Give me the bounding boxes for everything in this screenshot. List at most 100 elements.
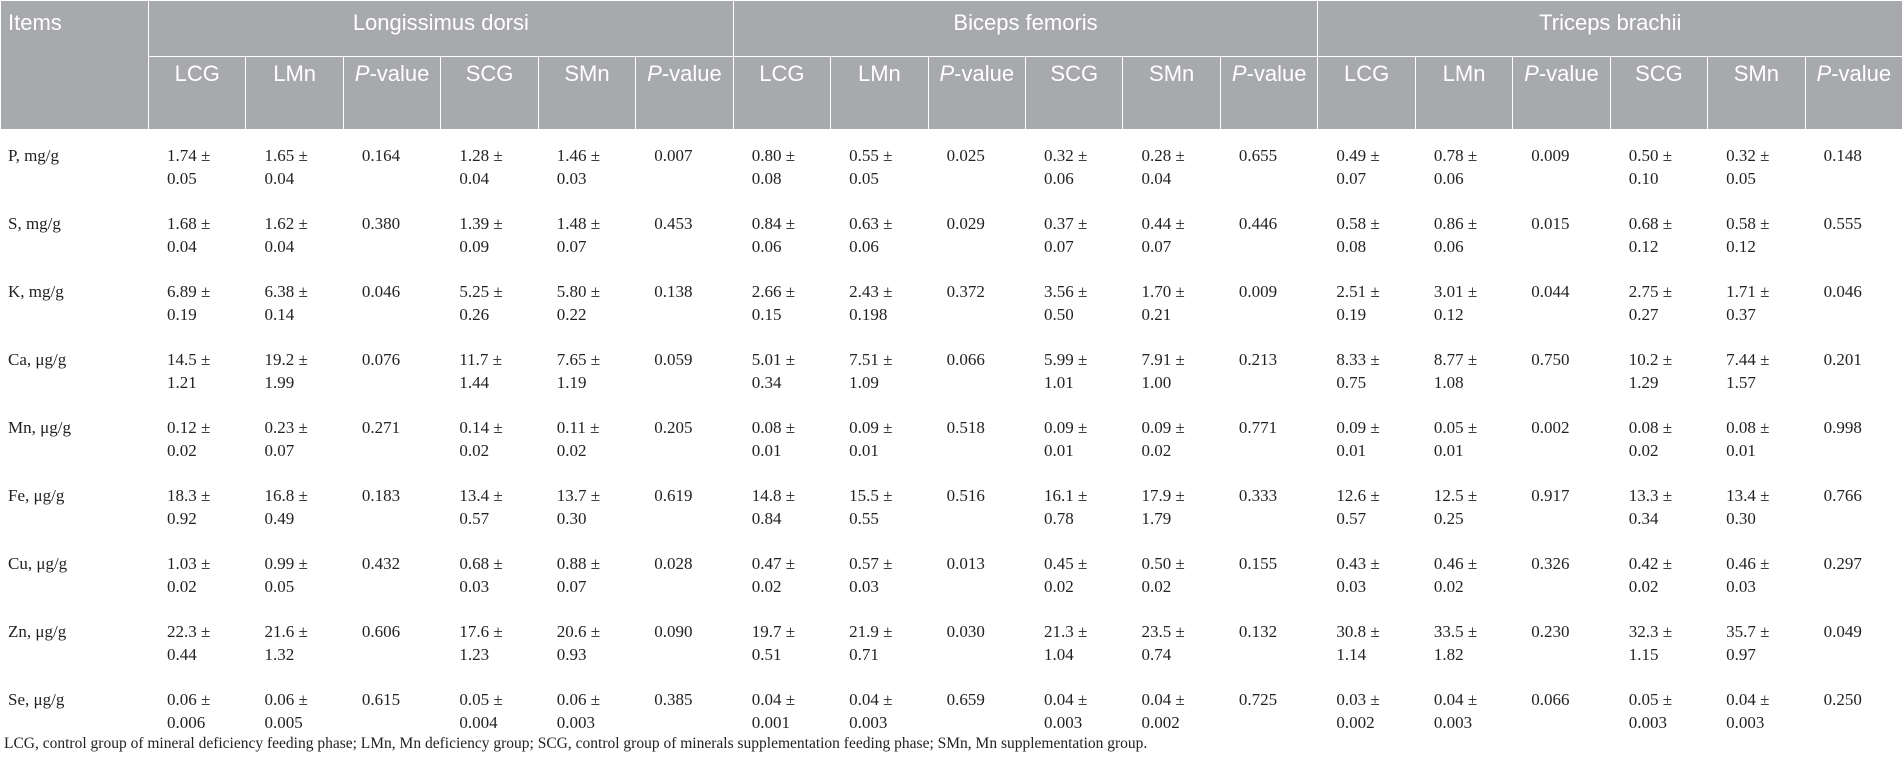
table-cell: 19.2 ± 1.99	[245, 333, 344, 402]
column-header-lmn: LMn	[245, 56, 344, 130]
table-cell: 0.007	[635, 129, 734, 198]
group-header-biceps-femoris: Biceps femoris	[732, 0, 1319, 57]
table-cell: 0.05 ± 0.01	[1414, 401, 1514, 470]
table-cell: 5.80 ± 0.22	[537, 265, 637, 334]
table-cell: 6.38 ± 0.14	[245, 265, 344, 334]
table-cell: 32.3 ± 1.15	[1609, 605, 1709, 674]
table-cell: 0.518	[927, 401, 1027, 470]
table-cell: 0.059	[635, 333, 734, 402]
table-cell: 0.385	[635, 673, 734, 742]
table-row: Ca, μg/g 14.5 ± 1.21 19.2 ± 1.99 0.076 11.7 …	[0, 333, 1902, 402]
header-row-groups: Items Longissimus dorsi Biceps femoris T…	[0, 0, 1902, 130]
table-cell: 0.84 ± 0.06	[732, 197, 832, 266]
table-cell: 0.04 ± 0.002	[1122, 673, 1221, 742]
table-cell: 19.7 ± 0.51	[732, 605, 832, 674]
table-cell: 0.09 ± 0.01	[1025, 401, 1124, 470]
table-cell: 8.77 ± 1.08	[1414, 333, 1514, 402]
table-cell: 23.5 ± 0.74	[1122, 605, 1221, 674]
table-cell: 0.009	[1512, 129, 1611, 198]
table-cell: 0.58 ± 0.08	[1317, 197, 1416, 266]
table-cell: 0.432	[342, 537, 442, 606]
table-cell: 0.37 ± 0.07	[1025, 197, 1124, 266]
table-cell: 0.14 ± 0.02	[440, 401, 539, 470]
column-header-lcg: LCG	[147, 56, 247, 130]
table-cell: 15.5 ± 0.55	[830, 469, 929, 538]
table-cell: 0.68 ± 0.12	[1609, 197, 1709, 266]
table-body: P, mg/g 1.74 ± 0.05 1.65 ± 0.04 0.164 1.28 ±…	[0, 129, 1902, 742]
table-cell: 1.39 ± 0.09	[440, 197, 539, 266]
table-cell: 0.49 ± 0.07	[1317, 129, 1416, 198]
table-cell: 0.271	[342, 401, 442, 470]
table-cell: 0.998	[1804, 401, 1902, 470]
table-cell: 0.606	[342, 605, 442, 674]
table-cell: 0.555	[1804, 197, 1902, 266]
table-row: Mn, μg/g 0.12 ± 0.02 0.23 ± 0.07 0.271 0.14 …	[0, 401, 1902, 470]
table-cell: 0.23 ± 0.07	[245, 401, 344, 470]
table-cell: 0.04 ± 0.003	[830, 673, 929, 742]
table-cell: 0.380	[342, 197, 442, 266]
table-cell: 6.89 ± 0.19	[147, 265, 247, 334]
table-cell: 0.58 ± 0.12	[1707, 197, 1806, 266]
table-cell: 0.32 ± 0.05	[1707, 129, 1806, 198]
table-cell: 0.750	[1512, 333, 1611, 402]
row-item-label: S, mg/g	[0, 197, 149, 266]
table-cell: 0.47 ± 0.02	[732, 537, 832, 606]
table-cell: 13.3 ± 0.34	[1609, 469, 1709, 538]
table-cell: 0.86 ± 0.06	[1414, 197, 1514, 266]
column-header-pvalue: P-value	[1219, 56, 1319, 130]
table-cell: 0.446	[1219, 197, 1319, 266]
table-cell: 0.06 ± 0.006	[147, 673, 247, 742]
table-cell: 0.03 ± 0.002	[1317, 673, 1416, 742]
table-cell: 0.28 ± 0.04	[1122, 129, 1221, 198]
table-cell: 0.516	[927, 469, 1027, 538]
table-cell: 33.5 ± 1.82	[1414, 605, 1514, 674]
table-cell: 0.50 ± 0.02	[1122, 537, 1221, 606]
table-cell: 2.43 ± 0.198	[830, 265, 929, 334]
table-cell: 1.70 ± 0.21	[1122, 265, 1221, 334]
table-cell: 21.3 ± 1.04	[1025, 605, 1124, 674]
row-item-label: Se, μg/g	[0, 673, 149, 742]
table-cell: 0.44 ± 0.07	[1122, 197, 1221, 266]
column-header-smn: SMn	[537, 56, 637, 130]
table-cell: 0.99 ± 0.05	[245, 537, 344, 606]
table-cell: 0.63 ± 0.06	[830, 197, 929, 266]
table-cell: 21.6 ± 1.32	[245, 605, 344, 674]
table-cell: 1.65 ± 0.04	[245, 129, 344, 198]
table-cell: 0.09 ± 0.02	[1122, 401, 1221, 470]
table-cell: 0.655	[1219, 129, 1319, 198]
table-cell: 2.51 ± 0.19	[1317, 265, 1416, 334]
table-cell: 0.766	[1804, 469, 1902, 538]
table-cell: 17.6 ± 1.23	[440, 605, 539, 674]
table-cell: 18.3 ± 0.92	[147, 469, 247, 538]
table-cell: 0.11 ± 0.02	[537, 401, 637, 470]
table-cell: 5.01 ± 0.34	[732, 333, 832, 402]
table-cell: 5.25 ± 0.26	[440, 265, 539, 334]
table-cell: 0.45 ± 0.02	[1025, 537, 1124, 606]
column-header-smn: SMn	[1122, 56, 1221, 130]
column-header-smn: SMn	[1707, 56, 1806, 130]
row-item-label: P, mg/g	[0, 129, 149, 198]
table-cell: 0.326	[1512, 537, 1611, 606]
table-cell: 0.04 ± 0.001	[732, 673, 832, 742]
table-row: P, mg/g 1.74 ± 0.05 1.65 ± 0.04 0.164 1.28 ±…	[0, 129, 1902, 198]
table-cell: 16.1 ± 0.78	[1025, 469, 1124, 538]
data-table: Items Longissimus dorsi Biceps femoris T…	[0, 0, 1902, 742]
table-cell: 0.08 ± 0.02	[1609, 401, 1709, 470]
table-row: S, mg/g 1.68 ± 0.04 1.62 ± 0.04 0.380 1.39 ±…	[0, 197, 1902, 266]
table-cell: 0.205	[635, 401, 734, 470]
table-cell: 0.12 ± 0.02	[147, 401, 247, 470]
column-header-lcg: LCG	[1317, 56, 1416, 130]
table-cell: 0.201	[1804, 333, 1902, 402]
table-cell: 0.372	[927, 265, 1027, 334]
table-cell: 1.68 ± 0.04	[147, 197, 247, 266]
table-cell: 0.08 ± 0.01	[732, 401, 832, 470]
table-cell: 1.28 ± 0.04	[440, 129, 539, 198]
table-cell: 1.03 ± 0.02	[147, 537, 247, 606]
table-cell: 3.56 ± 0.50	[1025, 265, 1124, 334]
table-cell: 0.148	[1804, 129, 1902, 198]
table-cell: 2.66 ± 0.15	[732, 265, 832, 334]
column-header-pvalue: P-value	[927, 56, 1027, 130]
table-cell: 0.297	[1804, 537, 1902, 606]
row-item-label: Cu, μg/g	[0, 537, 149, 606]
table-footnote: LCG, control group of mineral deficiency…	[4, 735, 1148, 752]
